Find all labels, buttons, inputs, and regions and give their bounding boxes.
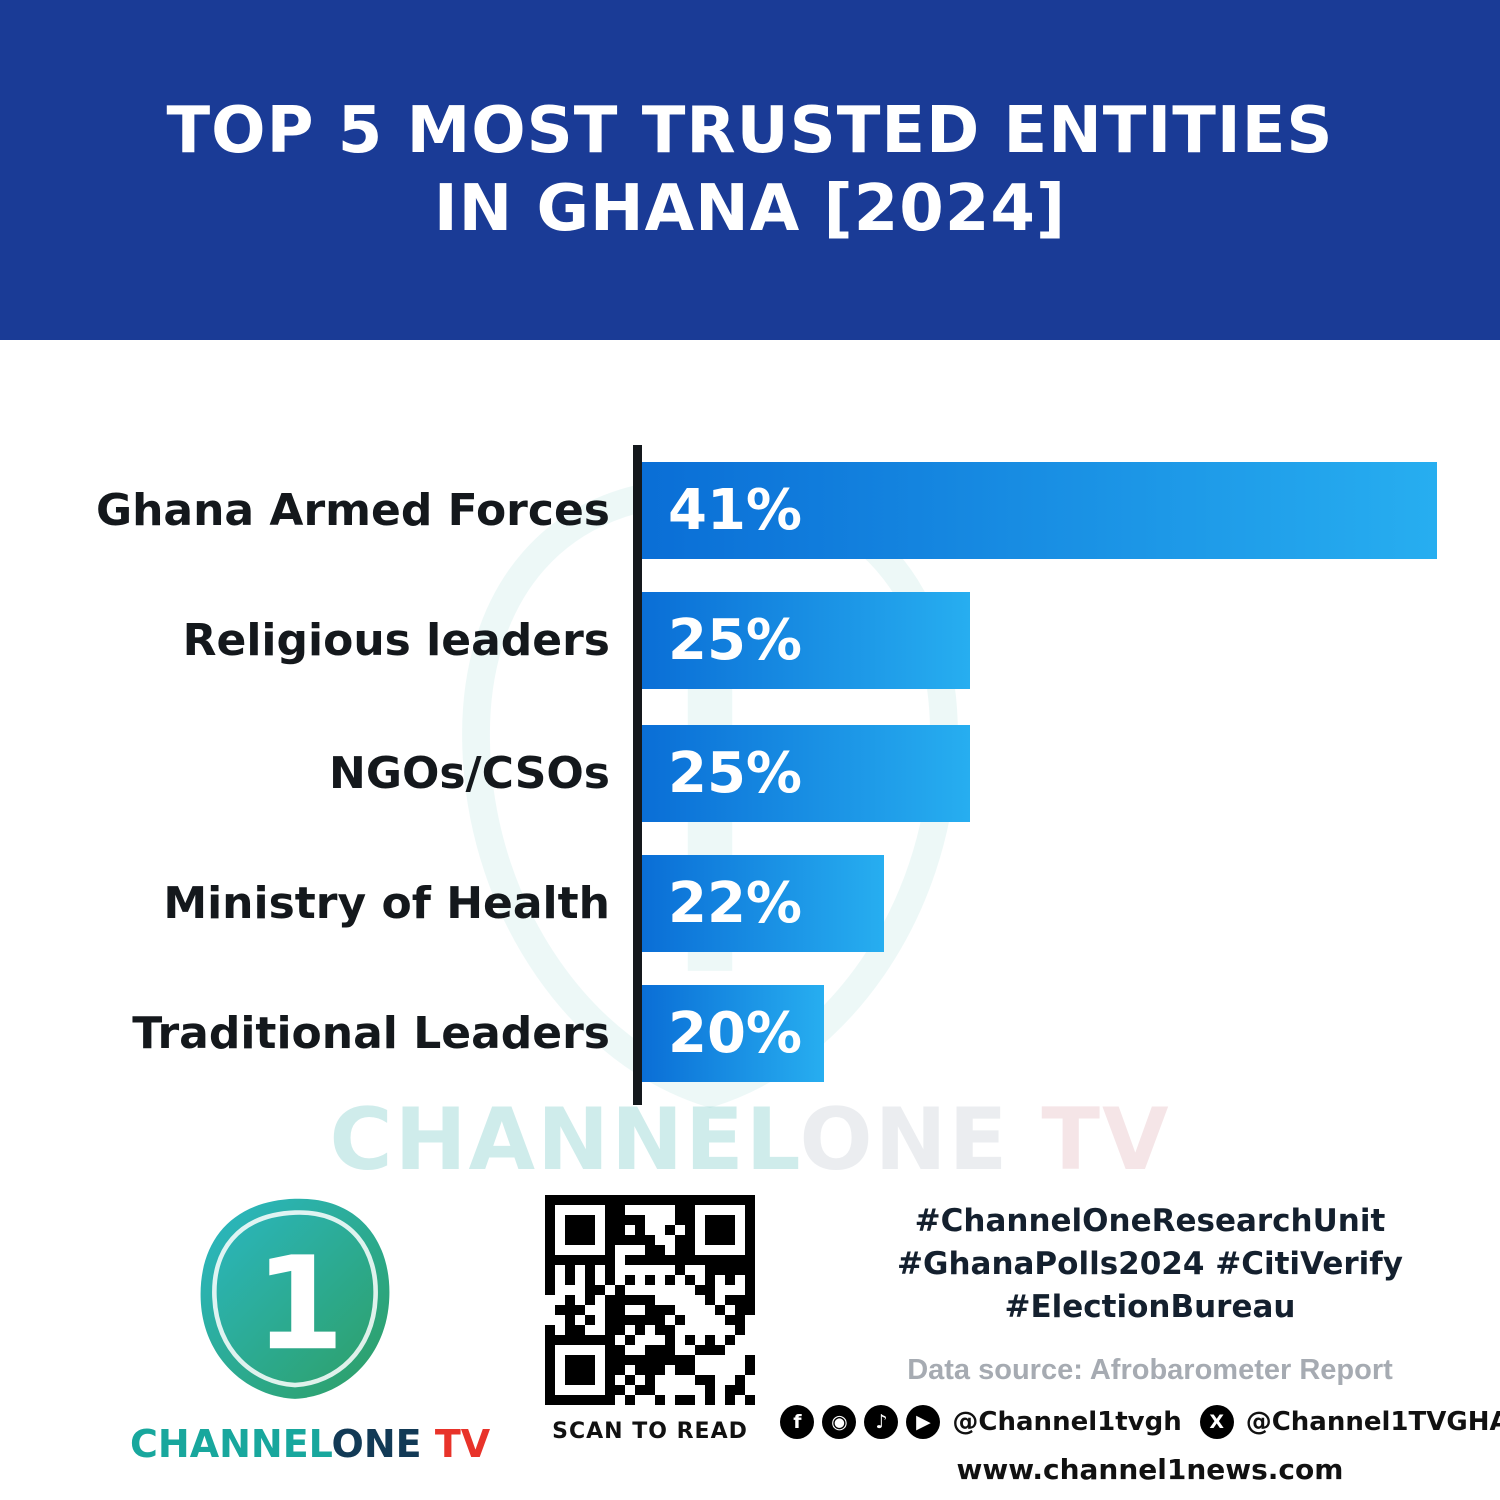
header-banner: TOP 5 MOST TRUSTED ENTITIES IN GHANA [20…: [0, 0, 1500, 340]
value-label: 41%: [668, 478, 803, 543]
category-label: Religious leaders: [182, 615, 610, 666]
value-label: 25%: [668, 741, 803, 806]
bar: 25%: [642, 592, 970, 689]
bar: 41%: [642, 462, 1437, 559]
hashtag-line: #GhanaPolls2024 #CitiVerify: [897, 1245, 1403, 1282]
qr-caption: SCAN TO READ: [552, 1419, 748, 1444]
page-title-line1: TOP 5 MOST TRUSTED ENTITIES: [166, 93, 1334, 168]
bar: 22%: [642, 855, 884, 952]
category-label: Ghana Armed Forces: [95, 485, 610, 536]
data-source: Data source: Afrobarometer Report: [907, 1354, 1393, 1387]
bar: 20%: [642, 985, 824, 1082]
bar-row: Traditional Leaders 20%: [0, 985, 1500, 1082]
bar: 25%: [642, 725, 970, 822]
category-label: Ministry of Health: [163, 878, 610, 929]
website-url: www.channel1news.com: [956, 1453, 1344, 1487]
social-handle-2: @Channel1TVGHA: [1245, 1407, 1500, 1438]
tiktok-icon: ♪: [864, 1405, 899, 1440]
qr-code: [545, 1195, 755, 1405]
x-icon: X: [1199, 1405, 1234, 1440]
category-label: Traditional Leaders: [132, 1008, 610, 1059]
hashtags: #ChannelOneResearchUnit #GhanaPolls2024 …: [860, 1200, 1440, 1328]
wordmark-one: ONE: [331, 1422, 422, 1466]
youtube-icon: ▶: [906, 1405, 941, 1440]
hashtag-line: #ChannelOneResearchUnit: [914, 1203, 1386, 1239]
channel-one-wordmark: CHANNELONE TV: [130, 1422, 490, 1466]
bar-row: Ghana Armed Forces 41%: [0, 462, 1500, 559]
page-title-line2: IN GHANA [2024]: [433, 172, 1067, 246]
bar-row: Ministry of Health 22%: [0, 855, 1500, 952]
value-label: 25%: [668, 608, 803, 673]
hashtag-line: #ElectionBureau: [1004, 1288, 1296, 1325]
value-label: 22%: [668, 871, 803, 936]
qr-block: SCAN TO READ: [540, 1195, 760, 1444]
channel-one-logo-icon: 1: [200, 1198, 390, 1399]
chart-axis: [633, 445, 642, 1105]
wordmark-tv: TV: [421, 1422, 491, 1466]
facebook-icon: f: [780, 1405, 815, 1440]
page-title: TOP 5 MOST TRUSTED ENTITIES IN GHANA [20…: [167, 92, 1334, 248]
category-label: NGOs/CSOs: [329, 748, 610, 799]
footer-right-block: #ChannelOneResearchUnit #GhanaPolls2024 …: [780, 1200, 1500, 1487]
bar-row: NGOs/CSOs 25%: [0, 725, 1500, 822]
instagram-icon: ◉: [822, 1405, 857, 1440]
logo-numeral: 1: [255, 1229, 345, 1379]
bar-row: Religious leaders 25%: [0, 592, 1500, 689]
wordmark-channel: CHANNEL: [130, 1422, 332, 1466]
channel-one-logo-block: 1 CHANNELONE TV: [130, 1185, 490, 1466]
social-handle-1: @Channel1tvgh: [952, 1407, 1182, 1438]
value-label: 20%: [668, 1001, 803, 1066]
social-row: f ◉ ♪ ▶ @Channel1tvgh X @Channel1TVGHA: [780, 1405, 1500, 1440]
